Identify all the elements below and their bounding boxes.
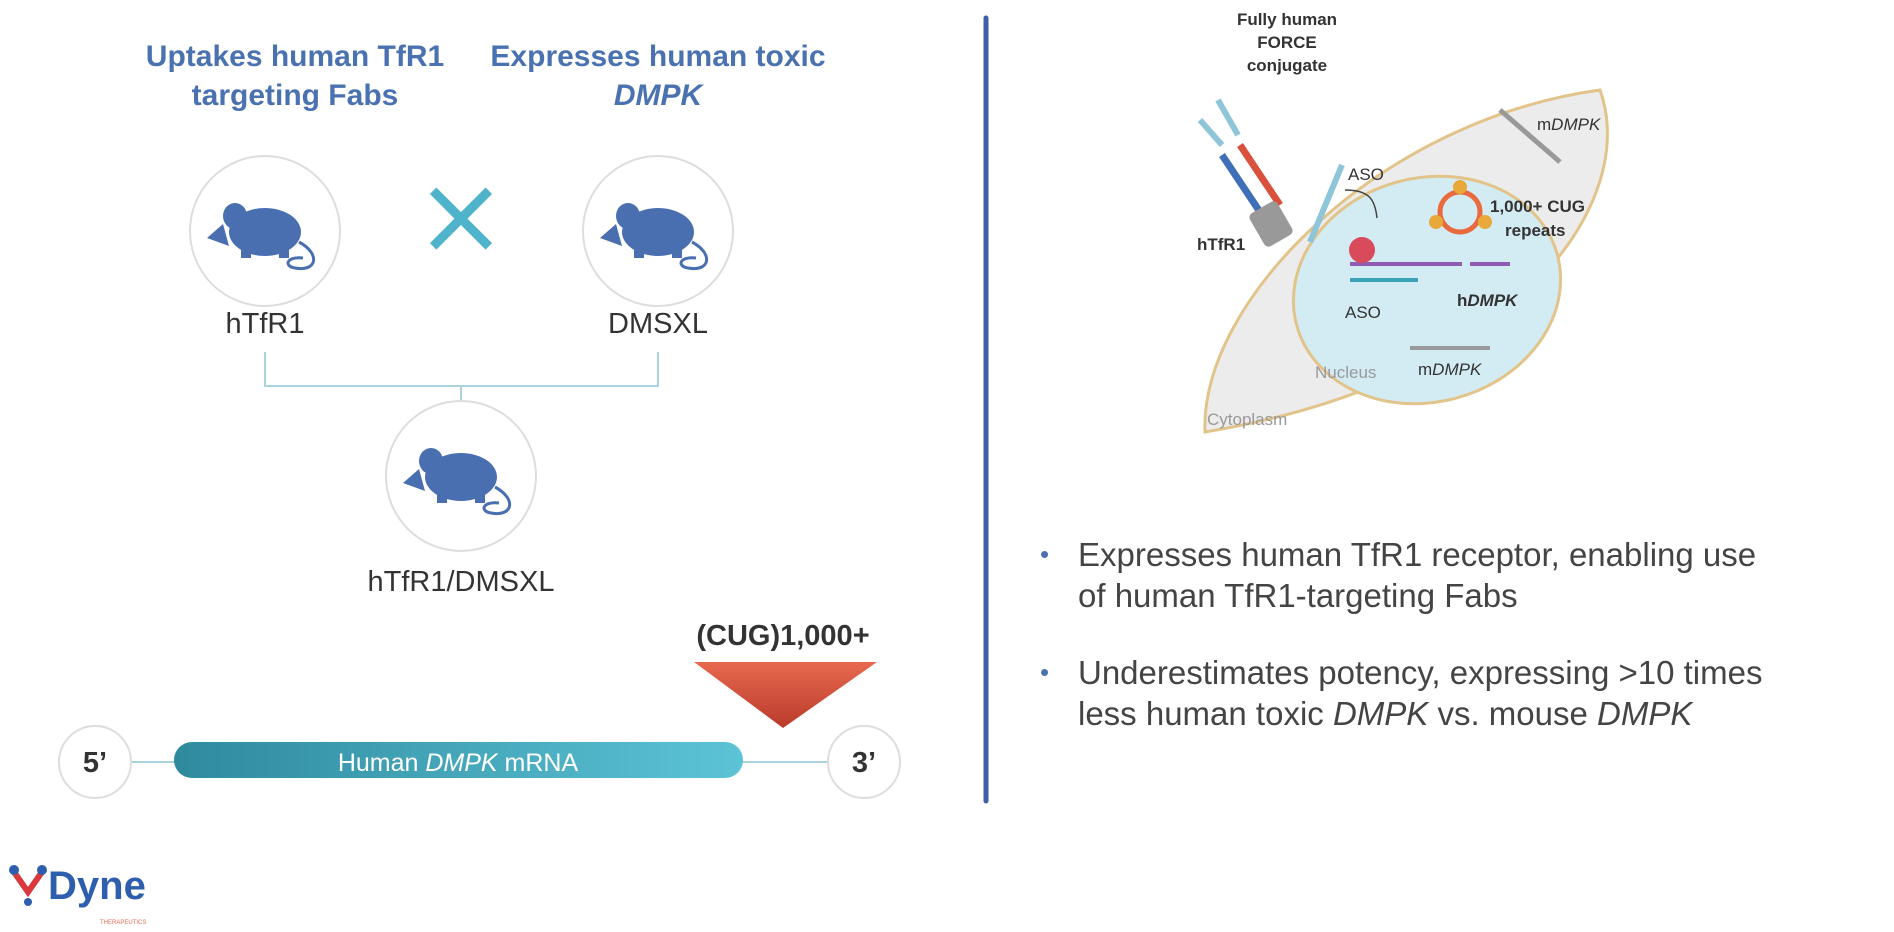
aso-label-top: ASO: [1348, 165, 1384, 184]
aso-strand-icon: [1307, 163, 1345, 244]
cug-repeat-label: (CUG)1,000+: [696, 620, 869, 652]
bullet-1-line2: of human TfR1-targeting Fabs: [1078, 577, 1518, 614]
cross-icon: ×: [415, 151, 507, 279]
mdmpk-strand-icon: [1498, 108, 1562, 164]
dyne-logo: Dyne THERAPEUTICS: [9, 864, 146, 926]
logo-subtext: THERAPEUTICS: [100, 920, 146, 926]
parent1-label: hTfR1: [226, 308, 305, 340]
repeats-label-1: 1,000+ CUG: [1490, 197, 1585, 216]
aso-label-bottom: ASO: [1345, 303, 1381, 322]
force-conjugate-icon: [1197, 98, 1293, 247]
three-prime-circle: [827, 725, 901, 799]
repeats-label-2: repeats: [1505, 221, 1565, 240]
mrna-label: Human DMPK mRNA: [338, 749, 579, 777]
title-expresses-line1: Expresses human toxic: [490, 40, 825, 73]
bracket-lines: [264, 352, 659, 402]
mrna-bar: [174, 742, 743, 778]
offspring-mouse: [385, 400, 537, 552]
bullet-icon: •: [1040, 539, 1049, 569]
mechanism-diagram: Fully human FORCE conjugate hTfR1 ASO AS…: [1197, 10, 1609, 434]
rnase-icon: [1349, 237, 1375, 263]
logo-text: Dyne: [48, 864, 146, 908]
five-prime-circle: [58, 725, 132, 799]
parent-DMSXL-mouse: [582, 155, 734, 307]
title-expresses-line2: DMPK: [614, 79, 705, 112]
bullet-1-line1: Expresses human TfR1 receptor, enabling …: [1078, 536, 1756, 573]
nucleus-shape: [1291, 174, 1563, 406]
hdmpk-label: hDMPK: [1457, 291, 1519, 310]
cytoplasm-label: Cytoplasm: [1207, 410, 1287, 429]
five-prime-label: 5’: [83, 747, 107, 779]
title-uptakes-line2: targeting Fabs: [192, 79, 399, 112]
bullet-2-line1: Underestimates potency, expressing >10 t…: [1078, 654, 1762, 691]
mdmpk-cyto-label: mDMPK: [1537, 115, 1601, 134]
offspring-label: hTfR1/DMSXL: [368, 566, 555, 598]
conjugate-label-3: conjugate: [1247, 56, 1327, 75]
arrow-icon: [1344, 189, 1378, 219]
title-uptakes-line1: Uptakes human TfR1: [146, 40, 444, 73]
parent-hTfR1-mouse: [189, 155, 341, 307]
htfr1-label: hTfR1: [1197, 235, 1245, 254]
bullet-icon: •: [1040, 657, 1049, 687]
three-prime-label: 3’: [852, 747, 876, 779]
bullet-list: • Expresses human TfR1 receptor, enablin…: [1040, 536, 1762, 732]
conjugate-label-1: Fully human: [1237, 10, 1337, 29]
parent2-label: DMSXL: [608, 308, 708, 340]
repeat-insertion-triangle: [694, 662, 877, 728]
bullet-2-line2: less human toxic DMPK vs. mouse DMPK: [1078, 695, 1694, 732]
nucleus-label: Nucleus: [1315, 363, 1376, 382]
mdmpk-nuc-label: mDMPK: [1418, 360, 1482, 379]
conjugate-label-2: FORCE: [1257, 33, 1317, 52]
